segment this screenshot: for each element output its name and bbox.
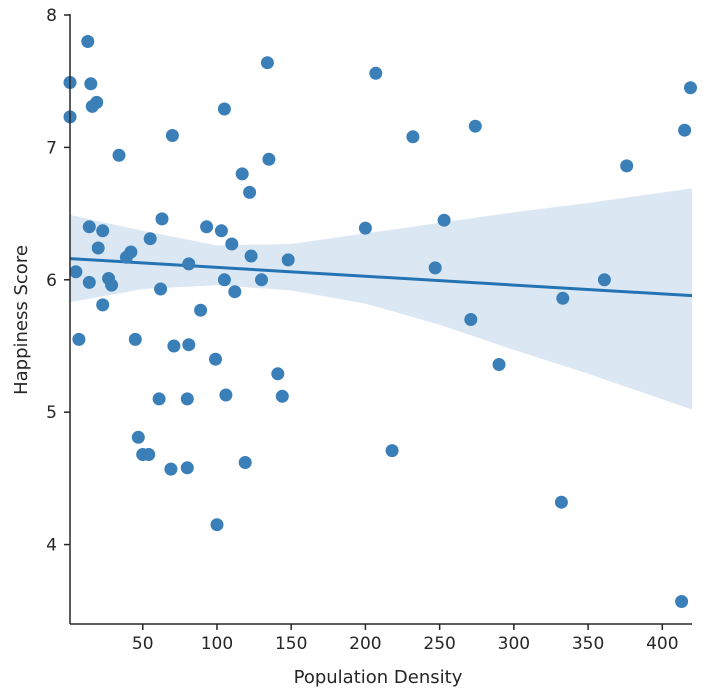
data-point xyxy=(155,212,169,226)
regression-line-layer xyxy=(69,257,693,298)
data-point xyxy=(406,130,420,144)
data-point xyxy=(556,291,570,305)
x-axis-label: Population Density xyxy=(294,667,463,688)
data-point xyxy=(281,253,295,267)
data-point xyxy=(437,213,451,227)
data-point xyxy=(217,102,231,116)
data-point xyxy=(464,313,478,326)
data-point xyxy=(142,448,156,461)
data-point xyxy=(128,332,142,346)
data-point xyxy=(428,261,442,275)
data-point xyxy=(369,66,383,80)
data-point xyxy=(182,338,196,352)
x-tick-label: 400 xyxy=(646,634,678,654)
data-point xyxy=(72,332,86,346)
data-point xyxy=(275,389,289,403)
data-point xyxy=(143,232,157,246)
regression-line xyxy=(69,257,693,298)
data-point xyxy=(96,298,110,312)
y-tick-label: 8 xyxy=(46,6,57,26)
data-point xyxy=(82,275,96,289)
data-point xyxy=(194,303,208,317)
x-tick-label: 50 xyxy=(132,634,154,654)
data-point xyxy=(684,81,697,95)
data-point xyxy=(131,430,145,444)
x-tick-label: 150 xyxy=(275,634,307,654)
data-point xyxy=(238,456,252,469)
data-point xyxy=(217,273,231,287)
x-tick-label: 300 xyxy=(498,634,530,654)
data-point xyxy=(554,495,568,509)
data-point xyxy=(260,56,274,70)
x-tick-label: 200 xyxy=(349,634,381,654)
y-axis-label: Happiness Score xyxy=(11,245,32,395)
data-point xyxy=(82,220,96,234)
data-point xyxy=(219,388,233,402)
data-point xyxy=(164,462,178,476)
data-point xyxy=(90,95,104,109)
data-point xyxy=(154,282,168,296)
x-tick-label: 350 xyxy=(572,634,604,654)
data-point xyxy=(81,35,95,48)
data-point xyxy=(96,224,110,238)
data-point xyxy=(209,352,222,366)
data-point xyxy=(243,185,257,199)
data-point xyxy=(225,237,239,251)
data-point xyxy=(255,273,268,287)
data-point xyxy=(124,245,138,259)
data-point xyxy=(678,123,692,137)
data-point xyxy=(228,285,242,299)
data-point xyxy=(468,119,482,133)
x-tick-label: 250 xyxy=(423,634,455,654)
data-point xyxy=(91,241,105,255)
confidence-band xyxy=(70,188,692,410)
data-point xyxy=(69,265,83,279)
y-tick-label: 4 xyxy=(46,536,57,556)
data-point xyxy=(84,77,98,91)
data-point xyxy=(271,367,285,381)
data-point xyxy=(112,148,126,162)
data-point xyxy=(180,392,194,406)
data-point xyxy=(182,257,196,271)
data-point xyxy=(244,249,258,263)
data-point xyxy=(262,152,276,166)
y-tick-label: 5 xyxy=(46,403,57,423)
data-point xyxy=(597,273,611,287)
data-point xyxy=(620,159,634,173)
axes-layer: 50 100 150 200 250 300 350 400 4 5 6 7 8 xyxy=(46,6,692,654)
data-point xyxy=(235,167,249,181)
data-point xyxy=(675,595,689,608)
data-point xyxy=(167,339,181,353)
points-layer xyxy=(63,35,697,608)
data-point xyxy=(492,358,506,371)
data-point xyxy=(210,518,224,532)
data-point xyxy=(152,392,166,406)
data-point xyxy=(358,221,372,235)
y-tick-label: 6 xyxy=(46,271,57,291)
data-point xyxy=(180,461,194,475)
y-tick-label: 7 xyxy=(46,138,57,158)
data-point xyxy=(214,224,228,238)
data-point xyxy=(385,444,399,458)
ci-band-layer xyxy=(70,188,692,410)
data-point xyxy=(200,220,214,234)
data-point xyxy=(105,278,119,292)
data-point xyxy=(165,129,179,142)
x-tick-label: 100 xyxy=(201,634,233,654)
